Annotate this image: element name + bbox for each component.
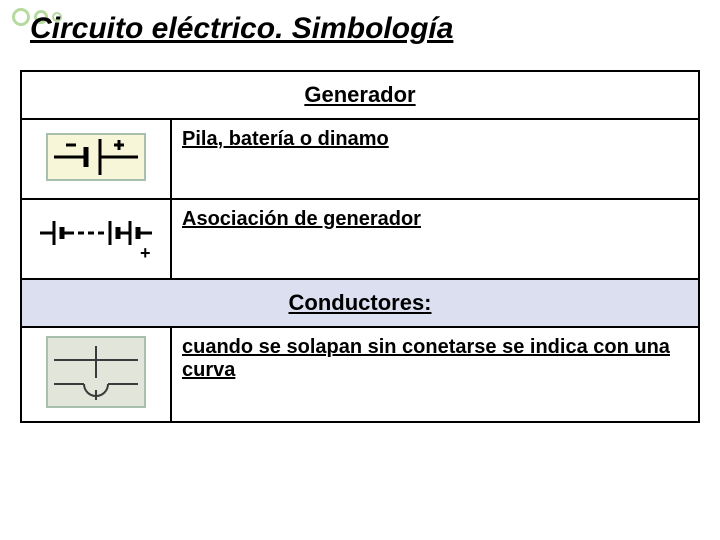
- row-desc: cuando se solapan sin conetarse se indic…: [182, 336, 670, 381]
- desc-cell: cuando se solapan sin conetarse se indic…: [171, 327, 699, 422]
- section-header-conductores: Conductores:: [21, 279, 699, 327]
- battery-icon: [46, 133, 146, 186]
- section-header-label: Generador: [21, 71, 699, 119]
- page-title: Circuito eléctrico. Simbología: [30, 12, 453, 46]
- wire-jump-icon: [46, 336, 146, 413]
- row-desc: Pila, batería o dinamo: [182, 128, 389, 150]
- row-desc: Asociación de generador: [182, 208, 421, 230]
- symbol-cell: +: [21, 199, 171, 279]
- symbol-cell: [21, 327, 171, 422]
- section-header-generador: Generador: [21, 71, 699, 119]
- decor-dot: [12, 8, 30, 26]
- symbols-table: Generador Pila, batería o dinamo: [20, 70, 700, 423]
- symbol-cell: [21, 119, 171, 199]
- table-row: Pila, batería o dinamo: [21, 119, 699, 199]
- table-row: + Asociación de generador: [21, 199, 699, 279]
- battery-series-icon: +: [36, 209, 156, 270]
- svg-text:+: +: [140, 243, 151, 263]
- section-header-label: Conductores:: [21, 279, 699, 327]
- table-row: cuando se solapan sin conetarse se indic…: [21, 327, 699, 422]
- desc-cell: Pila, batería o dinamo: [171, 119, 699, 199]
- desc-cell: Asociación de generador: [171, 199, 699, 279]
